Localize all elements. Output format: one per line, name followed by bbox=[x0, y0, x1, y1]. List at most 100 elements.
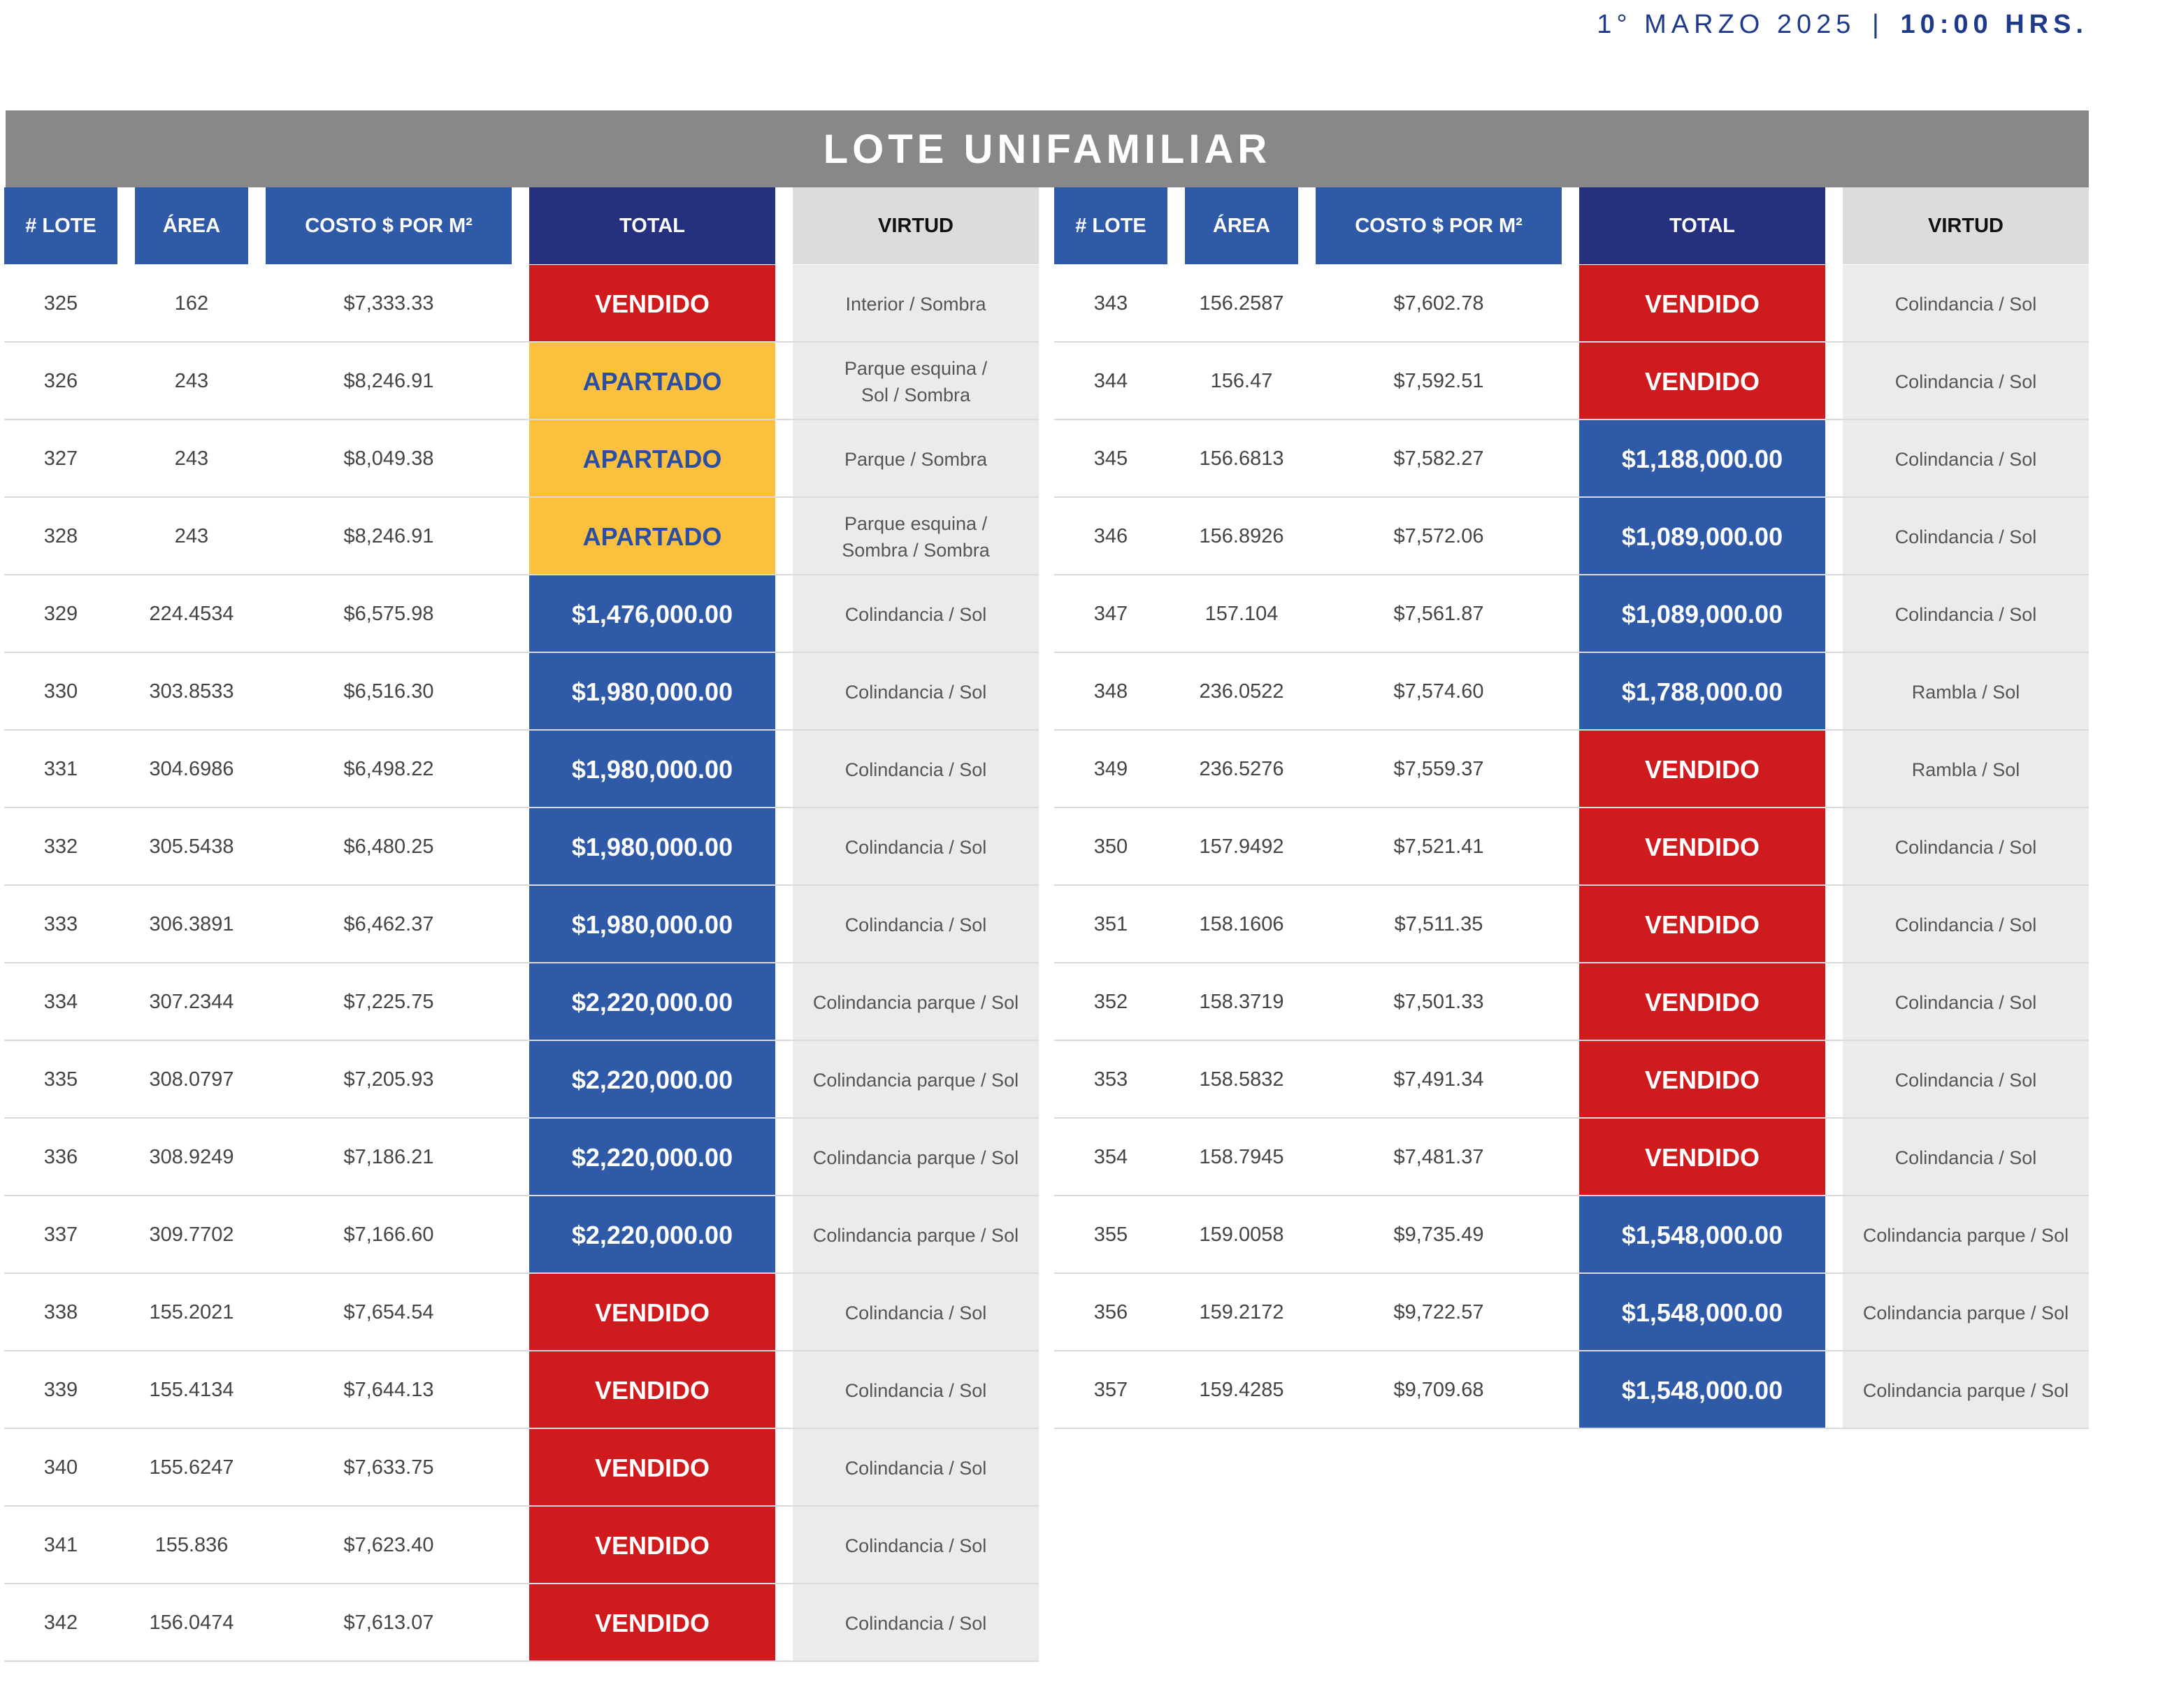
row-divider bbox=[1054, 884, 2089, 886]
area-cell: 158.3719 bbox=[1199, 991, 1284, 1013]
row-divider bbox=[1054, 962, 2089, 963]
virtud-cell: Colindancia / Sol bbox=[1843, 498, 2089, 575]
row-divider bbox=[4, 962, 1039, 963]
lote-cell: 329 bbox=[43, 603, 78, 625]
lote-cell: 338 bbox=[43, 1301, 78, 1323]
virtud-cell: Colindancia / Sol bbox=[1843, 343, 2089, 420]
virtud-cell: Rambla / Sol bbox=[1843, 653, 2089, 731]
costo-cell: $6,480.25 bbox=[343, 835, 434, 858]
total-status-cell: $1,788,000.00 bbox=[1579, 653, 1825, 731]
header-area: ÁREA bbox=[1185, 187, 1298, 264]
virtud-cell: Colindancia / Sol bbox=[793, 808, 1039, 886]
lote-cell: 333 bbox=[43, 913, 78, 935]
lote-cell: 339 bbox=[43, 1379, 78, 1401]
area-cell: 157.104 bbox=[1204, 603, 1279, 625]
header-total: TOTAL bbox=[1579, 187, 1825, 264]
costo-cell: $7,481.37 bbox=[1393, 1146, 1484, 1168]
total-status-cell: VENDIDO bbox=[529, 1351, 775, 1429]
row-divider bbox=[1054, 1428, 2089, 1429]
row-divider bbox=[4, 1040, 1039, 1041]
lote-cell: 340 bbox=[43, 1456, 78, 1479]
total-status-cell: $1,089,000.00 bbox=[1579, 498, 1825, 575]
area-cell: 155.6247 bbox=[149, 1456, 234, 1479]
total-status-cell: VENDIDO bbox=[1579, 886, 1825, 963]
total-status-cell: VENDIDO bbox=[529, 265, 775, 343]
lote-cell: 356 bbox=[1093, 1301, 1128, 1323]
lote-cell: 331 bbox=[43, 758, 78, 780]
total-status-cell: $1,188,000.00 bbox=[1579, 420, 1825, 498]
costo-cell: $6,516.30 bbox=[343, 680, 434, 703]
costo-cell: $7,186.21 bbox=[343, 1146, 434, 1168]
virtud-cell: Colindancia / Sol bbox=[1843, 575, 2089, 653]
costo-cell: $8,246.91 bbox=[343, 370, 434, 392]
header-virtud: VIRTUD bbox=[793, 187, 1039, 264]
row-divider bbox=[4, 419, 1039, 420]
row-divider bbox=[4, 1350, 1039, 1351]
lote-cell: 341 bbox=[43, 1534, 78, 1556]
row-divider bbox=[4, 1272, 1039, 1274]
area-cell: 158.5832 bbox=[1199, 1068, 1284, 1091]
virtud-cell: Colindancia / Sol bbox=[793, 1429, 1039, 1507]
area-cell: 156.6813 bbox=[1199, 447, 1284, 470]
date-separator: | bbox=[1872, 10, 1884, 39]
lote-cell: 357 bbox=[1093, 1379, 1128, 1401]
virtud-cell: Colindancia / Sol bbox=[793, 653, 1039, 731]
lote-cell: 354 bbox=[1093, 1146, 1128, 1168]
costo-cell: $7,602.78 bbox=[1393, 292, 1484, 315]
total-status-cell: VENDIDO bbox=[1579, 1041, 1825, 1119]
row-divider bbox=[4, 884, 1039, 886]
lote-cell: 355 bbox=[1093, 1223, 1128, 1246]
virtud-cell: Interior / Sombra bbox=[793, 265, 1039, 343]
total-status-cell: $1,548,000.00 bbox=[1579, 1351, 1825, 1429]
row-divider bbox=[1054, 574, 2089, 575]
area-cell: 304.6986 bbox=[149, 758, 234, 780]
costo-cell: $7,644.13 bbox=[343, 1379, 434, 1401]
virtud-cell: Colindancia / Sol bbox=[793, 886, 1039, 963]
virtud-cell: Colindancia / Sol bbox=[793, 1507, 1039, 1584]
virtud-cell: Colindancia / Sol bbox=[793, 1274, 1039, 1351]
total-status-cell: APARTADO bbox=[529, 498, 775, 575]
costo-cell: $7,654.54 bbox=[343, 1301, 434, 1323]
lote-cell: 349 bbox=[1093, 758, 1128, 780]
area-cell: 307.2344 bbox=[149, 991, 234, 1013]
area-cell: 243 bbox=[174, 525, 209, 547]
total-status-cell: $1,980,000.00 bbox=[529, 731, 775, 808]
total-status-cell: APARTADO bbox=[529, 420, 775, 498]
costo-cell: $6,498.22 bbox=[343, 758, 434, 780]
virtud-cell: Parque esquina / Sol / Sombra bbox=[793, 343, 1039, 420]
area-cell: 243 bbox=[174, 370, 209, 392]
area-cell: 159.4285 bbox=[1199, 1379, 1284, 1401]
area-cell: 159.0058 bbox=[1199, 1223, 1284, 1246]
area-cell: 224.4534 bbox=[149, 603, 234, 625]
lote-cell: 348 bbox=[1093, 680, 1128, 703]
virtud-cell: Colindancia / Sol bbox=[1843, 808, 2089, 886]
costo-cell: $7,521.41 bbox=[1393, 835, 1484, 858]
area-cell: 236.0522 bbox=[1199, 680, 1284, 703]
row-divider bbox=[4, 1660, 1039, 1662]
total-status-cell: $1,476,000.00 bbox=[529, 575, 775, 653]
lote-cell: 325 bbox=[43, 292, 78, 315]
total-status-cell: VENDIDO bbox=[529, 1274, 775, 1351]
costo-cell: $6,462.37 bbox=[343, 913, 434, 935]
costo-cell: $7,511.35 bbox=[1394, 913, 1483, 935]
costo-cell: $9,722.57 bbox=[1393, 1301, 1484, 1323]
lote-cell: 353 bbox=[1093, 1068, 1128, 1091]
area-cell: 158.1606 bbox=[1199, 913, 1284, 935]
header-costo: COSTO $ POR M² bbox=[266, 187, 512, 264]
virtud-cell: Colindancia / Sol bbox=[793, 1584, 1039, 1662]
header-lote: # LOTE bbox=[1054, 187, 1167, 264]
area-cell: 155.836 bbox=[154, 1534, 229, 1556]
lote-cell: 344 bbox=[1093, 370, 1128, 392]
virtud-cell: Parque esquina / Sombra / Sombra bbox=[793, 498, 1039, 575]
lote-cell: 347 bbox=[1093, 603, 1128, 625]
header-virtud: VIRTUD bbox=[1843, 187, 2089, 264]
costo-cell: $7,501.33 bbox=[1393, 991, 1484, 1013]
lote-cell: 345 bbox=[1093, 447, 1128, 470]
lote-cell: 337 bbox=[43, 1223, 78, 1246]
row-divider bbox=[1054, 1195, 2089, 1196]
costo-cell: $7,633.75 bbox=[343, 1456, 434, 1479]
row-divider bbox=[1054, 1350, 2089, 1351]
row-divider bbox=[4, 574, 1039, 575]
total-status-cell: $1,548,000.00 bbox=[1579, 1274, 1825, 1351]
costo-cell: $8,049.38 bbox=[343, 447, 434, 470]
